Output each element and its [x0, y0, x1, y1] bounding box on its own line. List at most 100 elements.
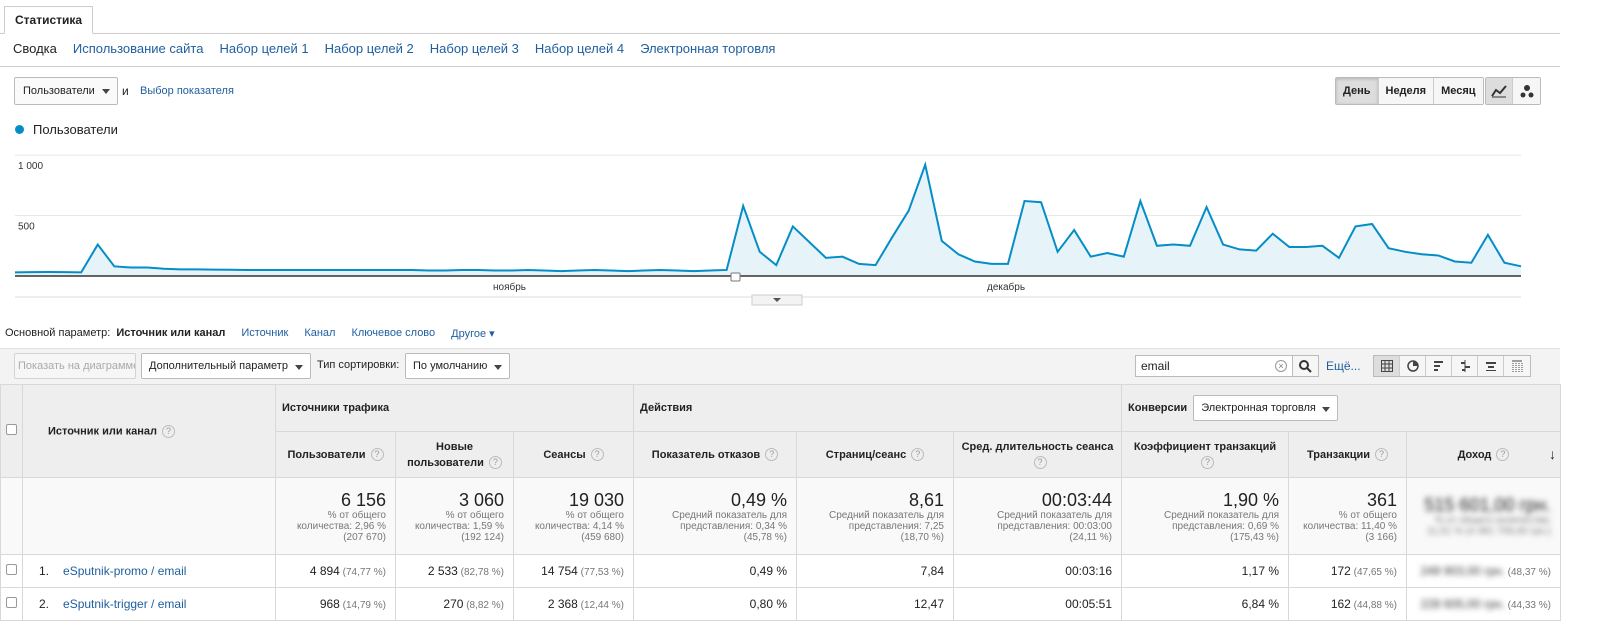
col-revenue[interactable]: Доход? ↓: [1406, 431, 1561, 478]
performance-view-icon[interactable]: [1426, 356, 1452, 376]
help-icon[interactable]: ?: [1033, 456, 1047, 470]
col-avg-session-duration[interactable]: Сред. длительность сеанса?: [953, 431, 1122, 478]
subnav-goal-set-4[interactable]: Набор целей 4: [534, 41, 625, 56]
line-chart-icon[interactable]: [1486, 78, 1513, 104]
cell-value: 4 894: [309, 564, 340, 578]
source-medium-link[interactable]: eSputnik-trigger / email: [63, 597, 187, 611]
cell-percent: (74,77 %): [339, 567, 386, 578]
metric-select[interactable]: Пользователи: [14, 77, 118, 105]
col-transaction-rate-label: Коэффициент транзакций: [1133, 440, 1277, 453]
help-icon[interactable]: ?: [370, 448, 384, 462]
totals-value: 00:03:44: [1041, 489, 1112, 510]
subnav-summary[interactable]: Сводка: [13, 41, 57, 56]
dimension-header[interactable]: Источник или канал?: [22, 384, 276, 478]
help-icon[interactable]: ?: [162, 424, 176, 438]
help-icon[interactable]: ?: [590, 448, 604, 462]
cell-percent: (44,33 %): [1504, 600, 1551, 611]
conversions-select[interactable]: Электронная торговля: [1193, 395, 1339, 421]
pivot-view-icon[interactable]: [1504, 356, 1530, 376]
cell-value: 00:03:16: [1065, 564, 1112, 578]
tab-statistics[interactable]: Статистика: [4, 6, 94, 34]
divider: [0, 33, 1560, 34]
row-number: 1.: [39, 564, 50, 578]
dimension-keyword[interactable]: Ключевое слово: [351, 327, 436, 339]
totals-subtext: представления: 0,69 %: [1172, 520, 1279, 532]
help-icon[interactable]: ?: [1496, 448, 1510, 462]
col-avg-session-duration-label: Сред. длительность сеанса: [961, 440, 1114, 453]
motion-chart-icon[interactable]: [1513, 78, 1540, 104]
period-toggle: День Неделя Месяц: [1335, 77, 1484, 105]
series-line: [14, 161, 1522, 274]
help-icon[interactable]: ?: [488, 456, 502, 470]
totals-row: 6 156% от общего количества: 2,96 % (207 6…: [0, 477, 1561, 555]
table-cell: 00:05:51: [953, 587, 1122, 621]
users-line-chart: 1 000 500 ноябрь декабрь: [14, 154, 1522, 306]
table-search-input[interactable]: email ×: [1135, 355, 1293, 377]
cell-value: 6,84 %: [1241, 597, 1279, 611]
totals-cell: 6 156% от общего количества: 2,96 % (207 6…: [275, 477, 396, 555]
col-revenue-label: Доход: [1457, 448, 1492, 461]
col-transactions[interactable]: Транзакции?: [1288, 431, 1407, 478]
totals-value: 6 156: [340, 489, 386, 510]
dimension-other[interactable]: Другое ▾: [451, 328, 495, 340]
sort-type-select[interactable]: По умолчанию: [405, 353, 510, 379]
totals-subtext: Средний показатель для: [672, 509, 787, 521]
subnav-site-usage[interactable]: Использование сайта: [72, 41, 204, 56]
chevron-down-icon: [773, 298, 781, 302]
grid-view-icon[interactable]: [1374, 356, 1400, 376]
select-all-checkbox[interactable]: [6, 424, 17, 435]
col-pages-per-session[interactable]: Страниц/сеанс?: [796, 431, 954, 478]
totals-empty-cell: [0, 477, 23, 555]
primary-dimension-bar: Основной параметр: Источник или канал Ис…: [5, 327, 495, 340]
col-bounce-rate[interactable]: Показатель отказов?: [633, 431, 797, 478]
primary-dimension-active: Источник или канал: [116, 327, 226, 339]
table-cell: 00:03:16: [953, 554, 1122, 588]
row-checkbox[interactable]: [6, 564, 17, 575]
choose-metric-link[interactable]: Выбор показателя: [140, 85, 234, 97]
col-new-users[interactable]: Новые пользователи?: [395, 431, 514, 478]
secondary-dimension-select[interactable]: Дополнительный параметр: [141, 353, 311, 379]
group-conversions: Конверсии Электронная торговля: [1121, 384, 1561, 432]
comparison-view-icon[interactable]: [1452, 356, 1478, 376]
select-all-cell: [0, 384, 23, 478]
cell-percent: (47,65 %): [1350, 567, 1397, 578]
term-cloud-view-icon[interactable]: [1478, 356, 1504, 376]
help-icon[interactable]: ?: [911, 448, 925, 462]
pie-view-icon[interactable]: [1400, 356, 1426, 376]
dimension-source[interactable]: Источник: [241, 327, 289, 339]
search-value: email: [1141, 359, 1170, 373]
help-icon[interactable]: ?: [1201, 456, 1214, 470]
totals-subtext: % от общего: [445, 509, 504, 521]
totals-subtext: (459 680): [581, 531, 624, 543]
subnav-ecommerce[interactable]: Электронная торговля: [640, 41, 776, 56]
totals-subtext: % от общего: [565, 509, 624, 521]
cell-percent: (82,78 %): [457, 567, 504, 578]
plot-rows-button[interactable]: Показать на диаграмме: [14, 353, 136, 379]
subnav-goal-set-1[interactable]: Набор целей 1: [219, 41, 309, 56]
help-icon[interactable]: ?: [1375, 448, 1388, 462]
dimension-medium[interactable]: Канал: [304, 327, 336, 339]
col-transaction-rate[interactable]: Коэффициент транзакций?: [1121, 431, 1289, 478]
totals-subtext: % от общего: [327, 509, 386, 521]
clear-icon[interactable]: ×: [1275, 360, 1287, 372]
period-week-button[interactable]: Неделя: [1378, 78, 1435, 104]
totals-subtext: (45,78 %): [743, 531, 787, 543]
subnav-goal-set-2[interactable]: Набор целей 2: [324, 41, 414, 56]
totals-cell: 8,61 Средний показатель для представления:…: [796, 477, 954, 555]
help-icon[interactable]: ?: [765, 448, 779, 462]
period-day-button[interactable]: День: [1336, 78, 1379, 104]
advanced-filter-link[interactable]: Ещё...: [1326, 359, 1361, 373]
x-tick-label: ноябрь: [493, 281, 526, 293]
conversions-select-value: Электронная торговля: [1201, 402, 1316, 414]
totals-subtext: Средний показатель для: [829, 509, 944, 521]
data-table: Источник или канал? Источники трафика Де…: [0, 384, 1561, 621]
col-sessions[interactable]: Сеансы?: [513, 431, 634, 478]
subnav-goal-set-3[interactable]: Набор целей 3: [429, 41, 519, 56]
period-month-button[interactable]: Месяц: [1434, 78, 1483, 104]
col-users[interactable]: Пользователи?: [275, 431, 396, 478]
source-medium-link[interactable]: eSputnik-promo / email: [63, 564, 187, 578]
report-subnav: Сводка Использование сайта Набор целей 1…: [13, 41, 775, 56]
chevron-down-icon: [494, 365, 502, 370]
row-checkbox[interactable]: [6, 597, 17, 608]
search-button[interactable]: [1292, 355, 1319, 377]
